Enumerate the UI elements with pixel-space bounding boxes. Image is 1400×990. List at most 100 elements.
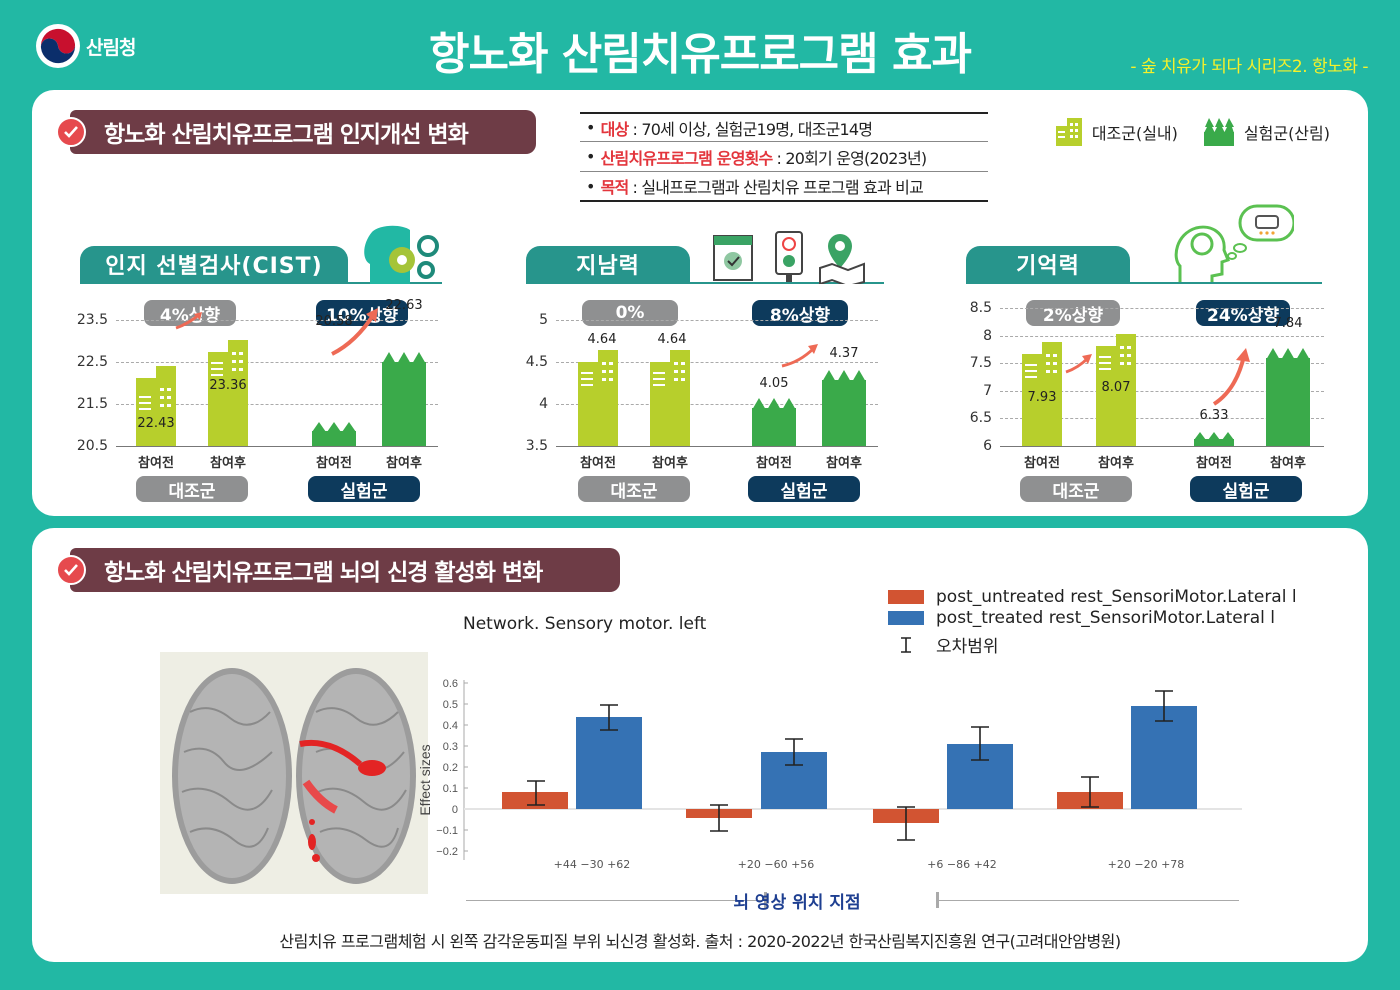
info-key: 산림치유프로그램 운영횟수 (600, 148, 774, 168)
change-badge-experiment: 8%상향 (752, 300, 848, 326)
x-label: 참여후 (652, 456, 688, 471)
group-label-experiment: 실험군 (1190, 476, 1302, 502)
info-row-purpose: • 목적: 실내프로그램과 산림치유 프로그램 효과 비교 (580, 172, 988, 202)
x-label: 참여후 (826, 456, 862, 471)
svg-text:−0.1: −0.1 (436, 825, 458, 837)
legend-swatch (888, 589, 924, 604)
memory-chart: 기억력 2%상향 24%상향 8.5 8 7.5 7 6.5 6 7.93 8.… (952, 204, 1342, 510)
x-tick: +6 −86 +42 (927, 858, 997, 871)
y-tick: 6 (983, 438, 992, 454)
x-axis-title: 뇌 영상 위치 지점 (354, 890, 1240, 913)
y-tick: 8 (983, 328, 992, 344)
forest-icon (1203, 118, 1234, 146)
check-circle-icon (56, 117, 86, 147)
x-label: 참여후 (1270, 456, 1306, 471)
bar-building (208, 340, 248, 446)
change-badge-control: 2%상향 (1026, 300, 1120, 326)
effect-chart-title: Network. Sensory motor. left (463, 614, 707, 634)
bar-value: 22.63 (385, 298, 423, 313)
check-circle-icon (56, 555, 86, 585)
svg-text:0.1: 0.1 (443, 783, 458, 795)
svg-text:Effect sizes: Effect sizes (420, 744, 433, 815)
bar-value: 4.37 (829, 346, 859, 361)
legend-swatch (888, 610, 924, 625)
calendar-traffic-map-icons (713, 231, 865, 284)
y-tick: 23.5 (76, 312, 108, 328)
x-label: 참여전 (316, 456, 352, 471)
info-value: : 70세 이상, 실험군19명, 대조군14명 (632, 119, 873, 139)
y-tick: 7.5 (969, 355, 992, 371)
y-tick: 8.5 (969, 300, 992, 316)
source-caption: 산림치유 프로그램체험 시 왼쪽 감각운동피질 부위 뇌신경 활성화. 출처 :… (279, 932, 1121, 951)
x-label: 참여전 (1024, 456, 1060, 471)
svg-text:0: 0 (452, 804, 458, 816)
head-gears-icon (364, 225, 439, 284)
group-label-experiment: 실험군 (748, 476, 860, 502)
bar-forest (752, 398, 796, 446)
legend-label: 실험군(산림) (1243, 124, 1330, 143)
trend-arrow-icon (175, 312, 202, 330)
bar-forest (382, 352, 426, 446)
svg-text:0.4: 0.4 (443, 720, 458, 732)
y-tick: 7 (983, 383, 992, 399)
bar-forest (1266, 348, 1310, 446)
info-key: 대상 (600, 119, 630, 139)
x-tick: +20 −20 +78 (1107, 858, 1185, 871)
bar-value: 4.05 (759, 376, 789, 391)
y-tick: 22.5 (76, 354, 108, 370)
x-tick: +20 −60 +56 (737, 858, 815, 871)
orientation-chart: 지남력 0% 8%상향 5 4.5 4 3.5 4.64 4.64 4.05 4… (512, 220, 902, 510)
tab-underline (80, 282, 442, 284)
group-label-experiment: 실험군 (308, 476, 420, 502)
svg-text:0.5: 0.5 (443, 699, 458, 711)
x-label: 참여전 (580, 456, 616, 471)
y-tick: 6.5 (969, 410, 992, 426)
trend-arrow-icon (781, 344, 818, 368)
svg-text:−0.2: −0.2 (436, 846, 458, 858)
chart-tab-cist: 인지 선별검사(CIST) (80, 246, 348, 282)
bar-value: 4.64 (587, 332, 617, 347)
bar-forest (312, 422, 356, 446)
section-heading-text: 항노화 산림치유프로그램 뇌의 신경 활성화 변화 (104, 560, 543, 586)
forest-service-logo: 산림청 (36, 24, 136, 68)
x-label: 참여전 (138, 456, 174, 471)
section-heading-text: 항노화 산림치유프로그램 인지개선 변화 (104, 122, 469, 148)
change-badge-control: 0% (582, 300, 678, 326)
x-label: 참여전 (1196, 456, 1232, 471)
info-value: : 20회기 운영(2023년) (776, 148, 927, 168)
cognitive-panel: 항노화 산림치유프로그램 인지개선 변화 • 대상: 70세 이상, 실험군19명… (32, 90, 1368, 516)
legend-item-untreated: post_untreated rest_SensoriMotor.Lateral… (888, 586, 1297, 607)
study-info: • 대상: 70세 이상, 실험군19명, 대조군14명 • 산림치유프로그램 운영… (580, 112, 988, 202)
y-tick: 20.5 (76, 438, 108, 454)
x-label: 참여후 (1098, 456, 1134, 471)
error-bar-icon (901, 636, 911, 653)
info-key: 목적 (600, 178, 630, 197)
legend-label: post_untreated rest_SensoriMotor.Lateral… (936, 586, 1297, 607)
legend-label: 대조군(실내) (1091, 124, 1178, 143)
info-row-subject: • 대상: 70세 이상, 실험군19명, 대조군14명 (580, 112, 988, 142)
page-title: 항노화 산림치유프로그램 효과 (429, 29, 972, 80)
head-memory-icon (1174, 204, 1294, 282)
x-axis-title-text: 뇌 영상 위치 지점 (733, 893, 861, 913)
bar-building (650, 350, 690, 446)
building-icon (1055, 118, 1082, 146)
effect-size-chart: Effect sizes 0.6 0.5 0.4 0.3 0.2 0.1 0 −… (417, 670, 1250, 880)
y-tick: 3.5 (525, 438, 548, 454)
trend-arrow-icon (1212, 348, 1250, 406)
bar-value: 4.64 (657, 332, 687, 347)
group-label-control: 대조군 (578, 476, 690, 502)
x-label: 참여전 (756, 456, 792, 471)
chart-tab-orientation: 지남력 (526, 246, 690, 282)
tab-underline (526, 282, 884, 284)
bar-value: 22.43 (137, 416, 175, 431)
page-subtitle: - 숲 치유가 되다 시리즈2. 항노화 - (1130, 57, 1368, 77)
x-label: 참여후 (386, 456, 422, 471)
bar-value: 8.07 (1101, 380, 1131, 395)
bar-forest (1194, 432, 1234, 446)
plot-area: 5 4.5 4 3.5 4.64 4.64 4.05 4.37 참여전 참여후 … (526, 312, 878, 471)
brain-panel: 항노화 산림치유프로그램 뇌의 신경 활성화 변화 Network. Senso… (32, 528, 1368, 962)
y-tick: 4 (539, 396, 548, 412)
group-label-control: 대조군 (136, 476, 248, 502)
bar-value: 7.93 (1027, 390, 1057, 405)
trend-arrow-icon (331, 308, 378, 356)
